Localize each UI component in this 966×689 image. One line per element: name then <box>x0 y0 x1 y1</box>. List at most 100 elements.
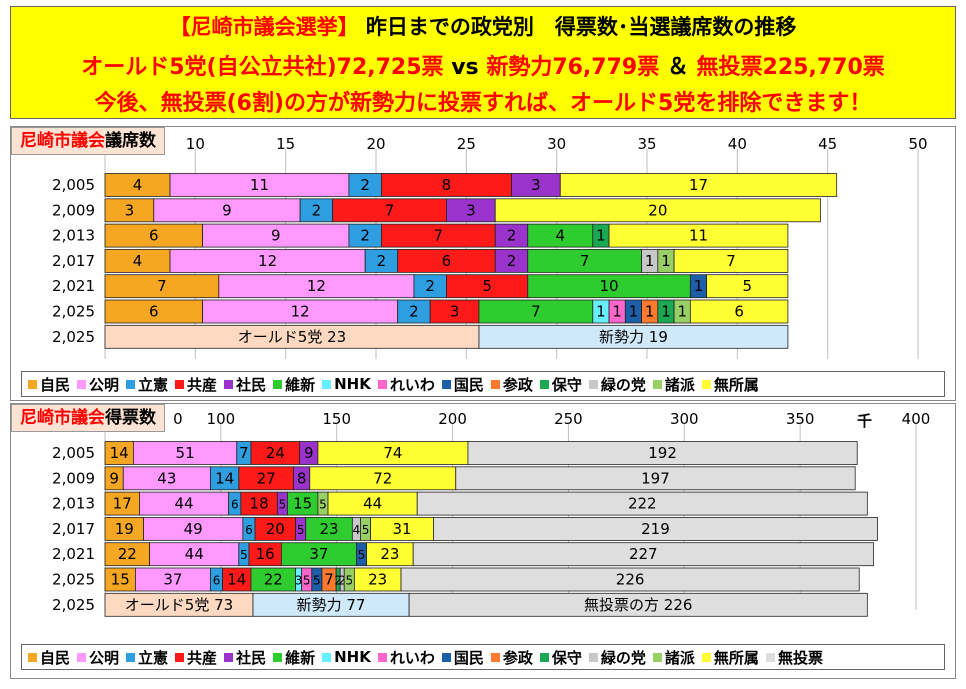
votes-legend-item-komeito: 公明 <box>77 647 119 668</box>
seats-chart-title: 尼崎市議会議席数 <box>11 127 165 155</box>
seats-legend-item-sdp: 社民 <box>224 374 266 395</box>
seats-legend-item-conservative: 保守 <box>539 374 582 395</box>
votes-bar-label: 5 <box>358 548 366 562</box>
votes-bar-label: 23 <box>368 571 387 589</box>
votes-legend-item-dpfp: 国民 <box>441 647 484 668</box>
votes-bar-no-vote <box>400 567 860 592</box>
votes-bar-label: 6 <box>231 498 239 512</box>
seats-legend-swatch <box>77 379 87 389</box>
header-old5-votes: オールド5党(自公立共社)72,725票 <box>81 55 444 80</box>
seats-category-label: 2,025 <box>52 328 95 346</box>
seats-legend-label: NHK <box>334 375 371 393</box>
votes-chart-title: 尼崎市議会得票数 <box>11 404 165 432</box>
votes-category-label: 2,025 <box>52 571 95 589</box>
votes-bar-label: 9 <box>304 444 314 462</box>
votes-bar-label: 6 <box>245 523 253 537</box>
votes-legend-label: 緑の党 <box>600 648 646 667</box>
votes-bar-label: 5 <box>345 574 353 588</box>
seats-bar-label: 2 <box>507 227 517 245</box>
votes-bar-label: 22 <box>264 571 283 589</box>
votes-legend-swatch <box>701 652 711 662</box>
votes-bar-label: 44 <box>185 545 204 563</box>
seats-bar-label: オールド5党 23 <box>238 328 346 346</box>
votes-bar-label: 5 <box>303 574 311 588</box>
header-line3: 今後、無投票(6割)の方が新勢力に投票すれば、オールド5党を排除できます！ <box>94 91 872 116</box>
seats-legend-label: 立憲 <box>138 375 169 394</box>
votes-title-red: 尼崎市議会 <box>20 408 105 428</box>
votes-bar-label: 16 <box>256 545 275 563</box>
seats-legend-swatch <box>126 379 136 389</box>
votes-bar-no-vote <box>416 491 868 516</box>
seats-bar-label: 9 <box>222 201 232 219</box>
votes-legend-label: れいわ <box>389 648 435 667</box>
seats-bar-label: 3 <box>531 176 541 194</box>
votes-bar-label: 49 <box>184 520 203 538</box>
votes-bar-label: 222 <box>628 495 657 513</box>
votes-bar-label: 5 <box>279 498 287 512</box>
votes-legend-item-reiwa: れいわ <box>377 647 435 668</box>
votes-legend-item-no-vote: 無投票 <box>765 647 823 668</box>
seats-legend-label: 維新 <box>285 375 316 394</box>
seats-bar-new-forces <box>478 324 789 349</box>
seats-bar-label: 4 <box>133 252 143 270</box>
seats-bar-label: 3 <box>450 303 460 321</box>
seats-bar-label: 1 <box>629 303 639 321</box>
seats-title-red: 尼崎市議会 <box>20 131 105 151</box>
seats-legend-swatch <box>539 379 549 389</box>
seats-tick-label: 20 <box>366 135 385 153</box>
votes-bar-label: 22 <box>118 545 137 563</box>
seats-legend-label: 社民 <box>236 375 267 394</box>
votes-bar-label: 227 <box>629 545 658 563</box>
seats-legend-label: れいわ <box>389 375 435 394</box>
votes-legend-label: 無投票 <box>777 648 823 667</box>
seats-tick-label: 10 <box>186 135 205 153</box>
seats-legend-swatch <box>322 379 332 389</box>
seats-bar-independent <box>689 299 789 324</box>
votes-bar-label: 17 <box>113 495 132 513</box>
votes-legend-swatch <box>175 652 185 662</box>
votes-legend-label: 無所属 <box>713 648 759 667</box>
votes-bar-label: 5 <box>313 574 321 588</box>
votes-bar-label: 9 <box>109 469 119 487</box>
votes-tick-label: 0 <box>173 410 183 428</box>
votes-legend-swatch <box>652 652 662 662</box>
seats-legend-label: 国民 <box>453 375 484 394</box>
seats-bar-label: 1 <box>596 227 606 245</box>
votes-bar-label: 219 <box>641 520 670 538</box>
votes-bar-label: 43 <box>157 469 176 487</box>
seats-category-label: 2,005 <box>52 176 95 194</box>
votes-legend-item-minor: 諸派 <box>652 647 695 668</box>
votes-category-label: 2,017 <box>52 520 95 538</box>
header-line1-rest: 昨日までの政党別 得票数･当選議席数の推移 <box>365 15 797 39</box>
header-novote: 無投票225,770票 <box>696 55 885 80</box>
seats-bar-label: 5 <box>742 277 752 295</box>
votes-category-label: 2,009 <box>52 469 95 487</box>
seats-legend-label: 保守 <box>551 375 582 394</box>
seats-legend-swatch <box>701 379 711 389</box>
header-and: ＆ <box>659 55 697 80</box>
seats-legend-swatch <box>588 379 598 389</box>
seats-legend-swatch <box>175 379 185 389</box>
seats-bar-independent <box>494 198 821 223</box>
seats-bar-label: 7 <box>726 252 736 270</box>
votes-legend-item-independent: 無所属 <box>701 647 759 668</box>
votes-bar-label: 7 <box>324 571 334 589</box>
seats-bar-label: 2 <box>360 227 370 245</box>
seats-bar-label: 4 <box>133 176 143 194</box>
votes-bar-label: 18 <box>250 495 269 513</box>
votes-legend-item-conservative: 保守 <box>539 647 582 668</box>
votes-bar-label: 3 <box>295 574 303 588</box>
votes-bar-label: 37 <box>163 571 182 589</box>
seats-bar-label: 2 <box>312 201 322 219</box>
votes-tick-label: 200 <box>438 410 467 428</box>
seats-legend-swatch <box>490 379 500 389</box>
seats-bar-label: 2 <box>409 303 419 321</box>
seats-tick-label: 25 <box>457 135 476 153</box>
votes-tick-label: 350 <box>786 410 815 428</box>
votes-legend-swatch <box>28 652 37 662</box>
seats-legend-label: 自民 <box>40 375 71 394</box>
seats-legend-item-reiwa: れいわ <box>377 374 435 395</box>
seats-bar-label: 6 <box>149 303 159 321</box>
votes-tick-label: 100 <box>207 410 236 428</box>
